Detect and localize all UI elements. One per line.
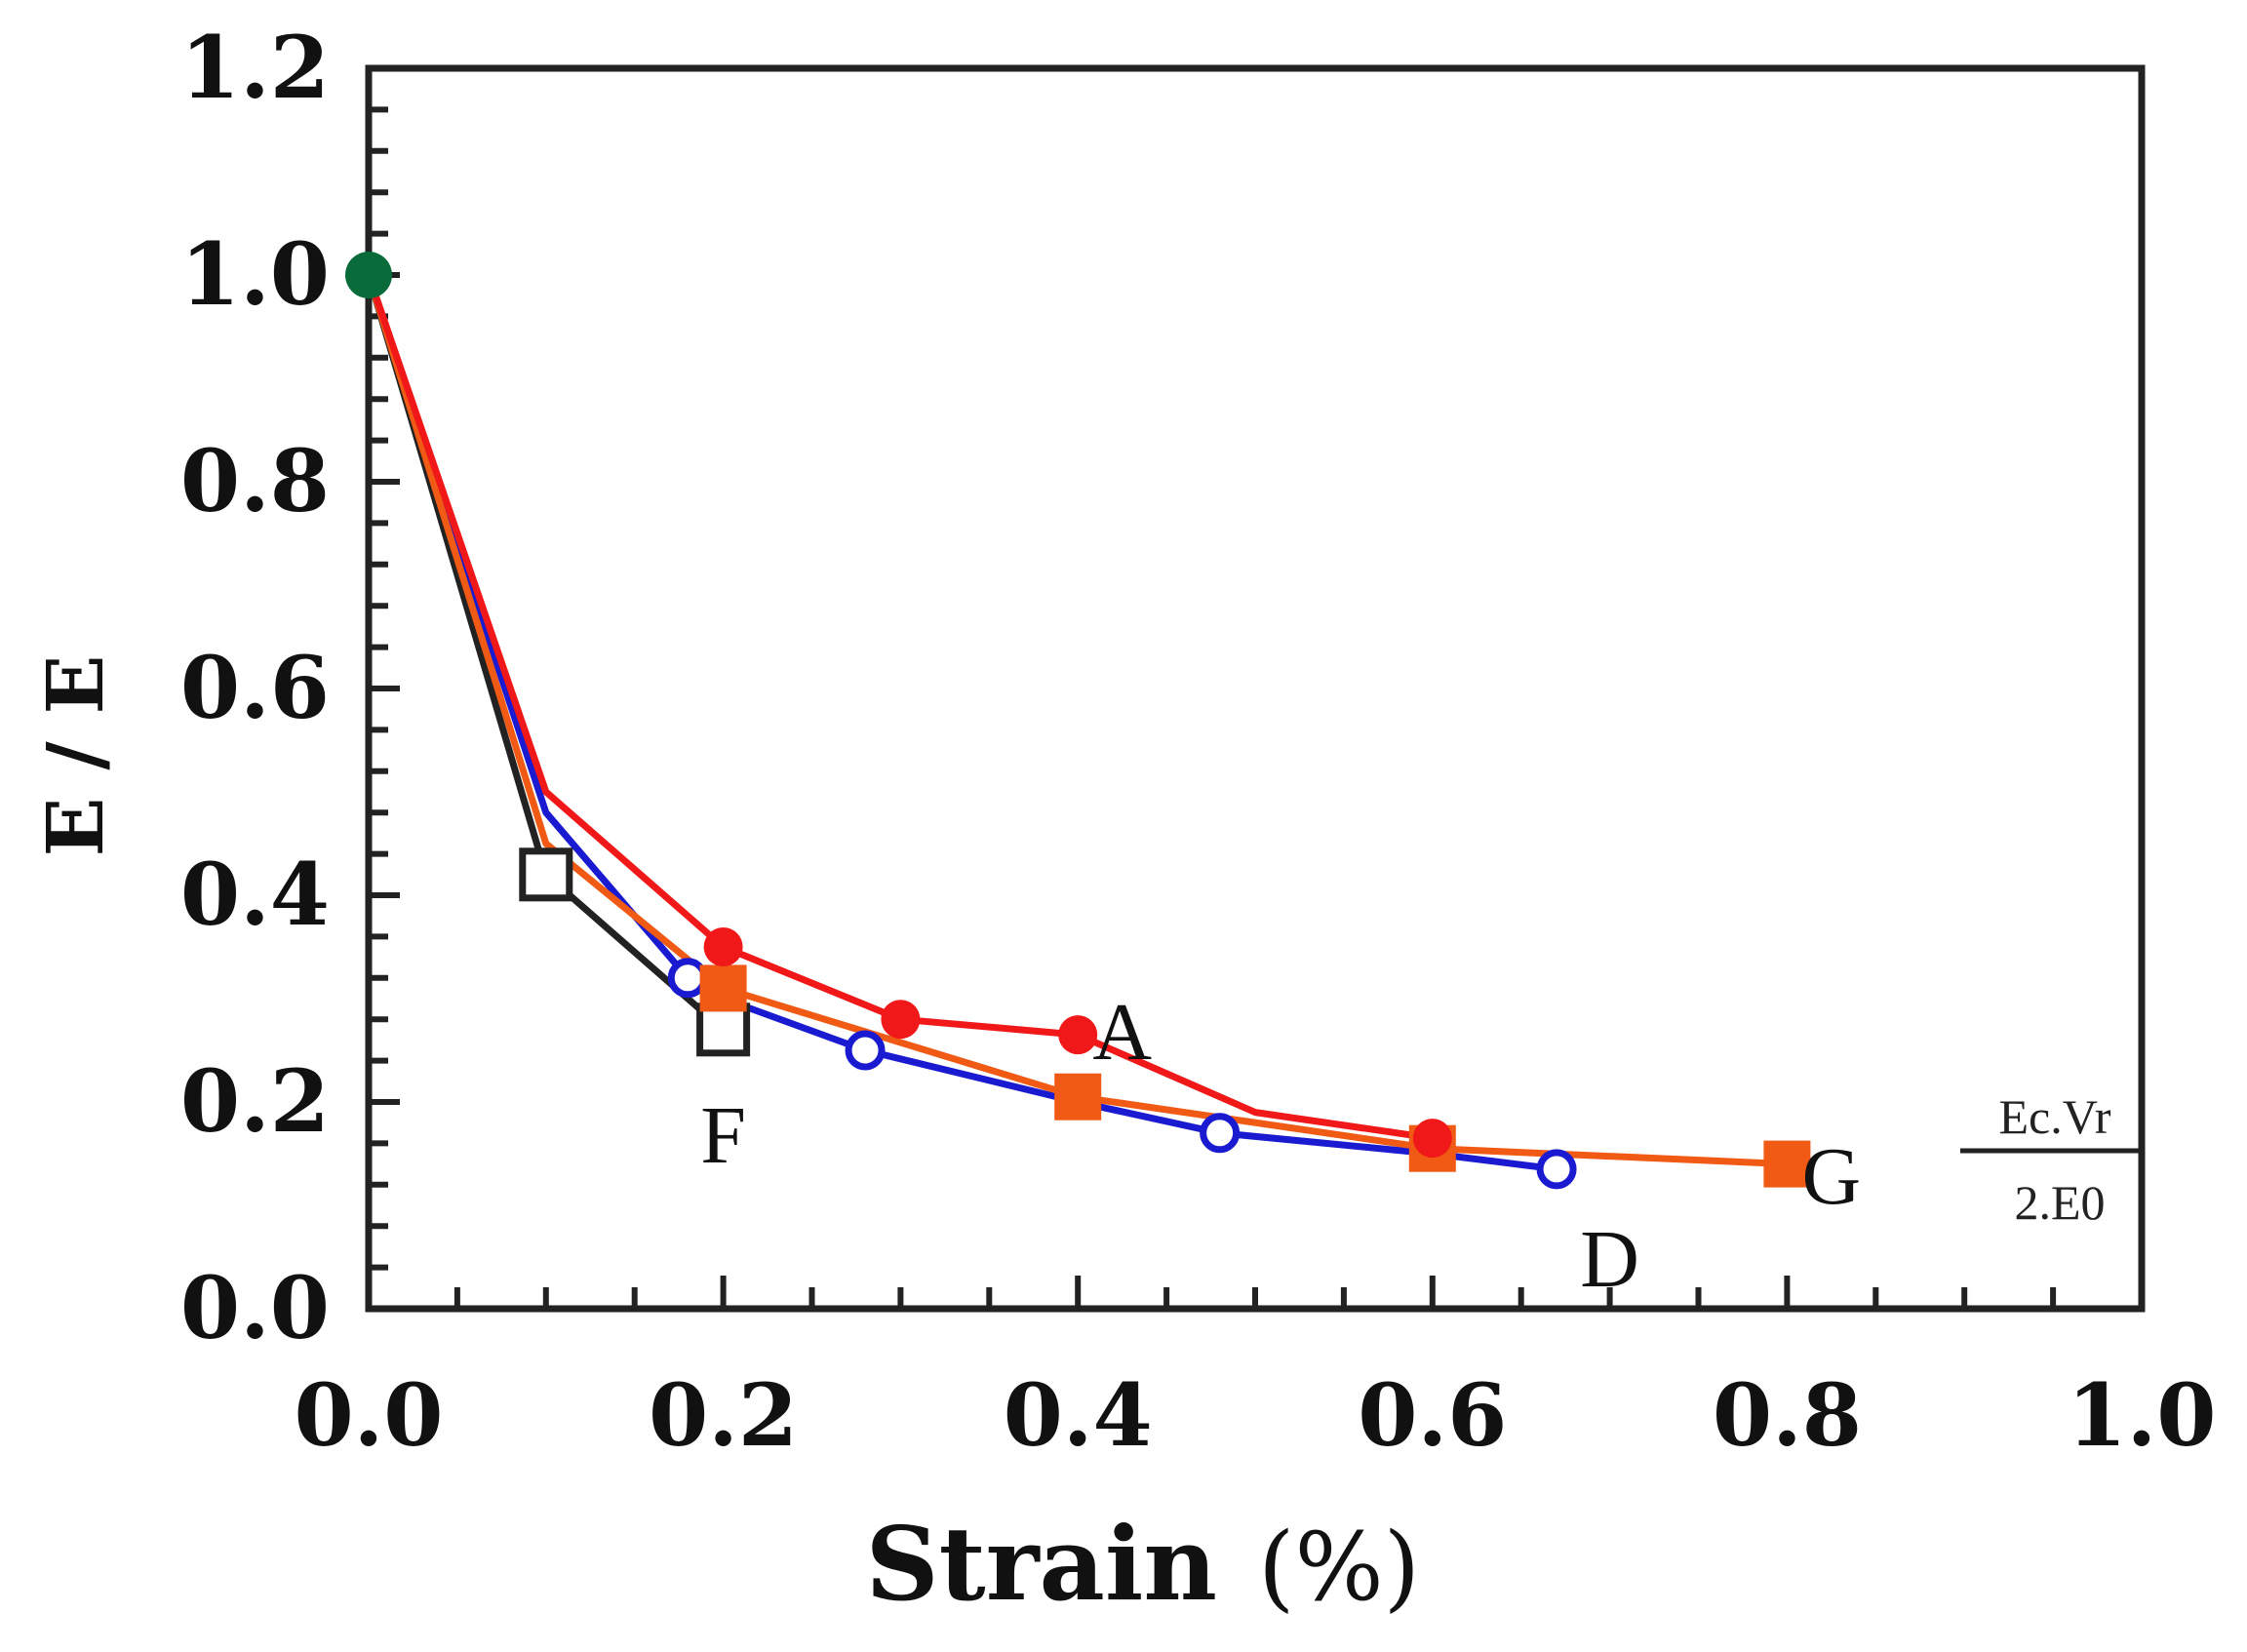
series-line-F [365,274,726,1033]
series-point-D [1200,1113,1241,1154]
tick-labels: 0.0 0.2 0.4 0.6 0.8 1.0 1.2 0.0 0.2 0.4 0.6 0.8 1.0 [180,17,2217,1466]
series-point-D [667,958,708,999]
x-axis-unit: (%) [1258,1513,1420,1622]
series-point-A [881,1000,921,1040]
formula-label: Ec.Vr 2.E0 [1960,1089,2141,1230]
x-tick-label: 0.6 [1358,1364,1507,1466]
x-tick-label: 0.8 [1713,1364,1862,1466]
annotation-label: D [1580,1214,1639,1305]
start-point [345,252,392,298]
formula-denominator: 2.E0 [2014,1175,2105,1230]
x-axis-title: Strain [866,1504,1217,1624]
x-tick-label: 0.2 [649,1364,798,1466]
series-markers [345,252,1811,1190]
x-tick-label: 0.0 [294,1364,443,1466]
series-point-A [1058,1015,1098,1055]
series-point-D [1536,1149,1577,1190]
annotation-label: F [700,1090,746,1181]
annotation-label: A [1092,987,1152,1078]
y-tick-label: 1.0 [180,223,330,325]
x-tick-label: 1.0 [2067,1364,2216,1466]
series-point-G [1763,1140,1811,1188]
series-point-G [1054,1073,1102,1121]
annotation-label: G [1802,1131,1862,1222]
y-tick-label: 0.8 [180,430,330,531]
series-point-A [1412,1119,1452,1159]
series-point-F [519,847,573,902]
formula-numerator: Ec.Vr [1999,1089,2111,1144]
y-axis-title: E / E [29,655,121,857]
series-point-D [845,1030,886,1071]
annotations: A F G D [700,987,1861,1305]
axis-ticks [366,65,2145,1312]
y-tick-label: 0.4 [180,844,330,945]
series-point-F [696,1003,751,1057]
y-tick-label: 0.6 [180,637,330,738]
y-tick-label: 0.2 [180,1050,330,1152]
series-line-D [365,273,1557,1173]
series-point-A [703,927,743,966]
x-tick-label: 0.4 [1004,1364,1153,1466]
series-point-G [699,964,747,1012]
y-tick-label: 0.0 [180,1257,330,1358]
y-tick-label: 1.2 [180,17,330,118]
series-line-G [365,273,1788,1168]
